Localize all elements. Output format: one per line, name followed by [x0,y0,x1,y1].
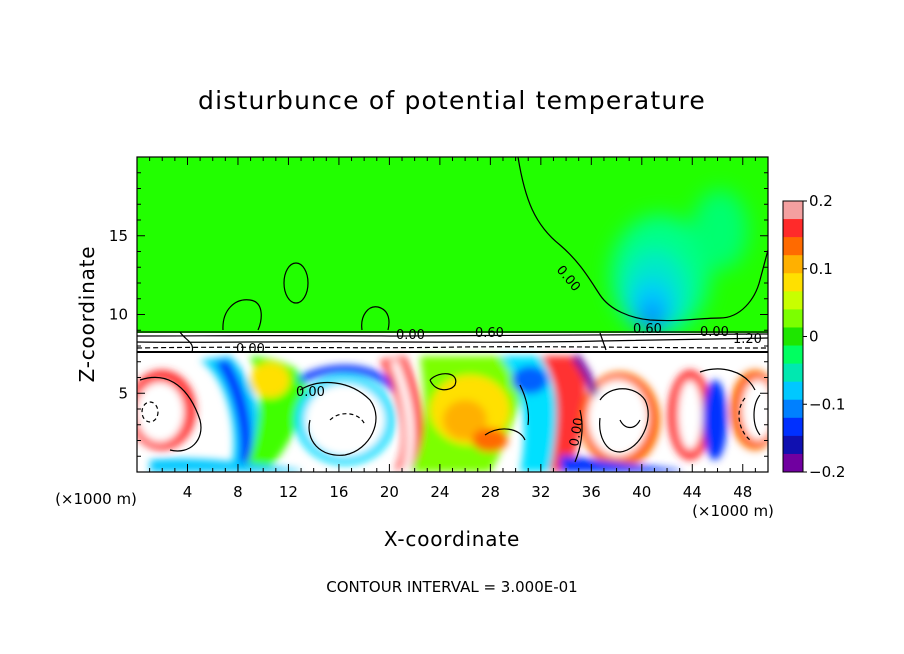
z-tick-label: 10 [109,306,128,324]
colorbar-segment [783,363,803,383]
colorbar-segment [783,273,803,292]
colorbar-segment [783,255,803,274]
x-tick-label: 8 [233,483,243,501]
colorbar-segment [783,399,803,419]
colorbar-segment [783,345,803,365]
x-axis: 4 8 12 16 20 24 28 32 36 40 44 48 [149,157,756,501]
contour-label: 1.20 [733,332,762,347]
contour-label: 0.00 [296,385,325,400]
colorbar-tick-label: −0.1 [809,395,845,413]
colorbar-segment [783,291,803,310]
x-tick-label: 16 [329,483,348,501]
x-tick-label: 20 [380,483,399,501]
colorbar-tick-label: −0.2 [809,463,845,481]
chart-title: disturbunce of potential temperature [198,86,706,115]
colorbar-segment [783,381,803,401]
colorbar-tick-label: 0 [809,328,819,346]
x-tick-label: 12 [279,483,298,501]
x-tick-label: 28 [481,483,500,501]
colorbar-segment [783,309,803,328]
x-tick-label: 36 [582,483,601,501]
z-tick-label: 15 [109,227,128,245]
colorbar-segment [783,453,803,473]
x-tick-label: 40 [632,483,651,501]
colorbar-segment [783,327,803,347]
z-unit-label: (×1000 m) [55,490,137,508]
x-tick-label: 44 [683,483,702,501]
colorbar-segment [783,435,803,455]
contour-label: 0.60 [633,322,662,337]
z-tick-label: 5 [118,384,128,402]
colorbar-tick-label: 0.2 [809,192,833,210]
colorbar-segment [783,237,803,256]
contour-label: 0.00 [567,417,587,448]
colorbar-segment [783,417,803,437]
heatmap-field [137,157,768,472]
contour-label: 0.60 [475,326,504,341]
x-unit-label: (×1000 m) [692,502,774,520]
contour-interval-note: CONTOUR INTERVAL = 3.000E-01 [326,578,578,596]
colorbar-tick-label: 0.1 [809,260,833,278]
contour-label: 0.00 [236,342,265,357]
contour-label: 0.00 [396,328,425,343]
x-tick-label: 4 [183,483,193,501]
contour-label: 0.00 [700,325,729,340]
colorbar-segment [783,201,803,220]
colorbar-segment [783,219,803,238]
x-tick-label: 48 [733,483,752,501]
colorbar: 0.2 0.1 0 −0.1 −0.2 [782,192,845,481]
z-axis-label: Z-coordinate [75,246,99,383]
z-axis: 5 10 15 [109,172,768,457]
x-axis-label: X-coordinate [384,527,520,551]
x-tick-label: 24 [430,483,449,501]
x-tick-label: 32 [531,483,550,501]
